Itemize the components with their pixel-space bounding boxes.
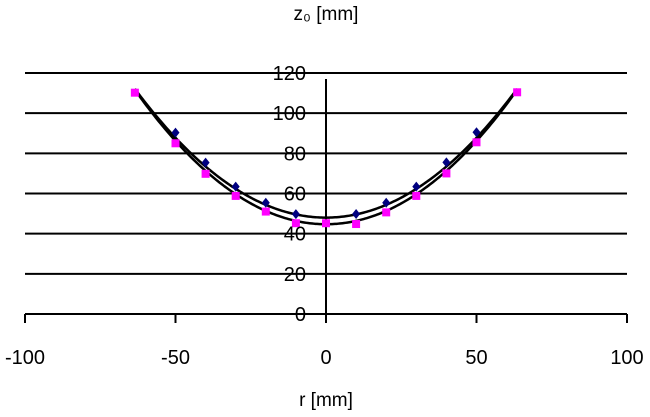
diamond-point — [472, 127, 481, 138]
y-tick-label: 80 — [284, 143, 306, 165]
square-point — [322, 219, 330, 228]
square-point — [382, 208, 391, 217]
trendline — [133, 88, 519, 219]
square-point — [412, 191, 421, 200]
square-point — [513, 88, 522, 97]
data-points — [130, 88, 522, 229]
square-point — [442, 169, 451, 178]
diamond-point — [261, 197, 270, 208]
square-point — [291, 219, 300, 228]
x-tick-label: 50 — [465, 347, 487, 369]
diamond-point — [382, 197, 391, 208]
diamond-point — [231, 181, 240, 192]
x-tick-label: 100 — [610, 347, 643, 369]
square-point — [231, 191, 240, 200]
y-tick-label: 120 — [273, 63, 306, 85]
x-tick-label: 0 — [320, 347, 331, 369]
y-tick-label: 60 — [284, 184, 306, 206]
chart-title: z₀ [mm] — [294, 4, 359, 25]
diamond-point — [171, 127, 180, 138]
y-tick-labels: 0 20 40 60 80 100 120 — [273, 63, 306, 326]
diamond-point — [352, 208, 361, 219]
diamond-point — [412, 181, 421, 192]
x-tick-label: -100 — [5, 347, 45, 369]
diamond-point — [201, 157, 210, 168]
diamond-point — [291, 209, 300, 220]
x-tick-label: -50 — [161, 347, 190, 369]
axes — [24, 79, 628, 323]
diamond-point — [442, 157, 451, 168]
square-point — [171, 139, 180, 148]
y-tick-label: 40 — [284, 224, 306, 246]
y-tick-label: 100 — [273, 103, 306, 125]
y-tick-label: 0 — [295, 304, 306, 326]
square-point — [472, 138, 481, 147]
square-point — [130, 88, 139, 97]
square-point — [352, 220, 361, 229]
y-tick-label: 20 — [284, 264, 306, 286]
square-point — [261, 207, 270, 216]
square-point — [201, 169, 210, 178]
x-axis-label: r [mm] — [299, 390, 353, 411]
x-tick-labels: -100 -50 0 50 100 — [5, 347, 644, 369]
